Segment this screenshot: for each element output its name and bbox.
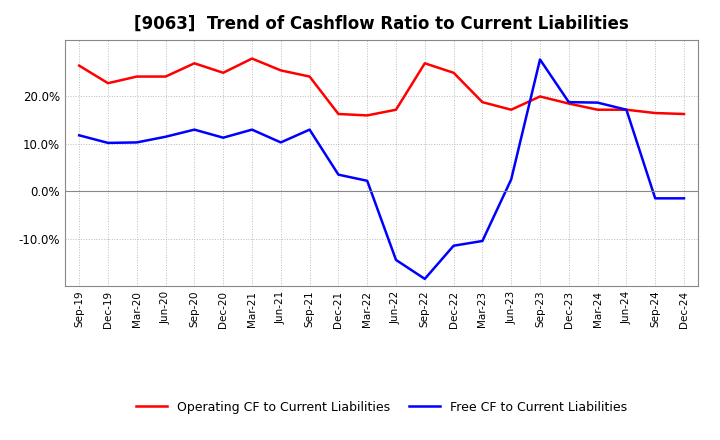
Operating CF to Current Liabilities bbox=[420, 61, 429, 66]
Free CF to Current Liabilities bbox=[478, 238, 487, 244]
Line: Operating CF to Current Liabilities: Operating CF to Current Liabilities bbox=[79, 59, 684, 115]
Free CF to Current Liabilities bbox=[334, 172, 343, 177]
Free CF to Current Liabilities bbox=[161, 134, 170, 139]
Free CF to Current Liabilities bbox=[305, 127, 314, 132]
Title: [9063]  Trend of Cashflow Ratio to Current Liabilities: [9063] Trend of Cashflow Ratio to Curren… bbox=[134, 15, 629, 33]
Free CF to Current Liabilities bbox=[420, 276, 429, 282]
Free CF to Current Liabilities bbox=[276, 140, 285, 145]
Free CF to Current Liabilities bbox=[622, 107, 631, 112]
Free CF to Current Liabilities bbox=[680, 196, 688, 201]
Line: Free CF to Current Liabilities: Free CF to Current Liabilities bbox=[79, 59, 684, 279]
Legend: Operating CF to Current Liabilities, Free CF to Current Liabilities: Operating CF to Current Liabilities, Fre… bbox=[131, 396, 632, 419]
Operating CF to Current Liabilities bbox=[132, 74, 141, 79]
Operating CF to Current Liabilities bbox=[248, 56, 256, 61]
Free CF to Current Liabilities bbox=[593, 100, 602, 105]
Operating CF to Current Liabilities bbox=[507, 107, 516, 112]
Free CF to Current Liabilities bbox=[363, 178, 372, 183]
Operating CF to Current Liabilities bbox=[651, 110, 660, 116]
Free CF to Current Liabilities bbox=[564, 99, 573, 105]
Free CF to Current Liabilities bbox=[104, 140, 112, 146]
Operating CF to Current Liabilities bbox=[564, 101, 573, 106]
Free CF to Current Liabilities bbox=[449, 243, 458, 248]
Free CF to Current Liabilities bbox=[132, 140, 141, 145]
Operating CF to Current Liabilities bbox=[190, 61, 199, 66]
Free CF to Current Liabilities bbox=[507, 177, 516, 182]
Free CF to Current Liabilities bbox=[651, 196, 660, 201]
Operating CF to Current Liabilities bbox=[449, 70, 458, 75]
Operating CF to Current Liabilities bbox=[680, 111, 688, 117]
Free CF to Current Liabilities bbox=[248, 127, 256, 132]
Operating CF to Current Liabilities bbox=[75, 63, 84, 68]
Free CF to Current Liabilities bbox=[219, 135, 228, 140]
Free CF to Current Liabilities bbox=[536, 57, 544, 62]
Operating CF to Current Liabilities bbox=[622, 107, 631, 112]
Operating CF to Current Liabilities bbox=[363, 113, 372, 118]
Operating CF to Current Liabilities bbox=[536, 94, 544, 99]
Operating CF to Current Liabilities bbox=[478, 99, 487, 105]
Operating CF to Current Liabilities bbox=[161, 74, 170, 79]
Free CF to Current Liabilities bbox=[75, 133, 84, 138]
Free CF to Current Liabilities bbox=[392, 257, 400, 263]
Operating CF to Current Liabilities bbox=[104, 81, 112, 86]
Operating CF to Current Liabilities bbox=[276, 68, 285, 73]
Operating CF to Current Liabilities bbox=[305, 74, 314, 79]
Operating CF to Current Liabilities bbox=[392, 107, 400, 112]
Operating CF to Current Liabilities bbox=[334, 111, 343, 117]
Operating CF to Current Liabilities bbox=[219, 70, 228, 75]
Operating CF to Current Liabilities bbox=[593, 107, 602, 112]
Free CF to Current Liabilities bbox=[190, 127, 199, 132]
